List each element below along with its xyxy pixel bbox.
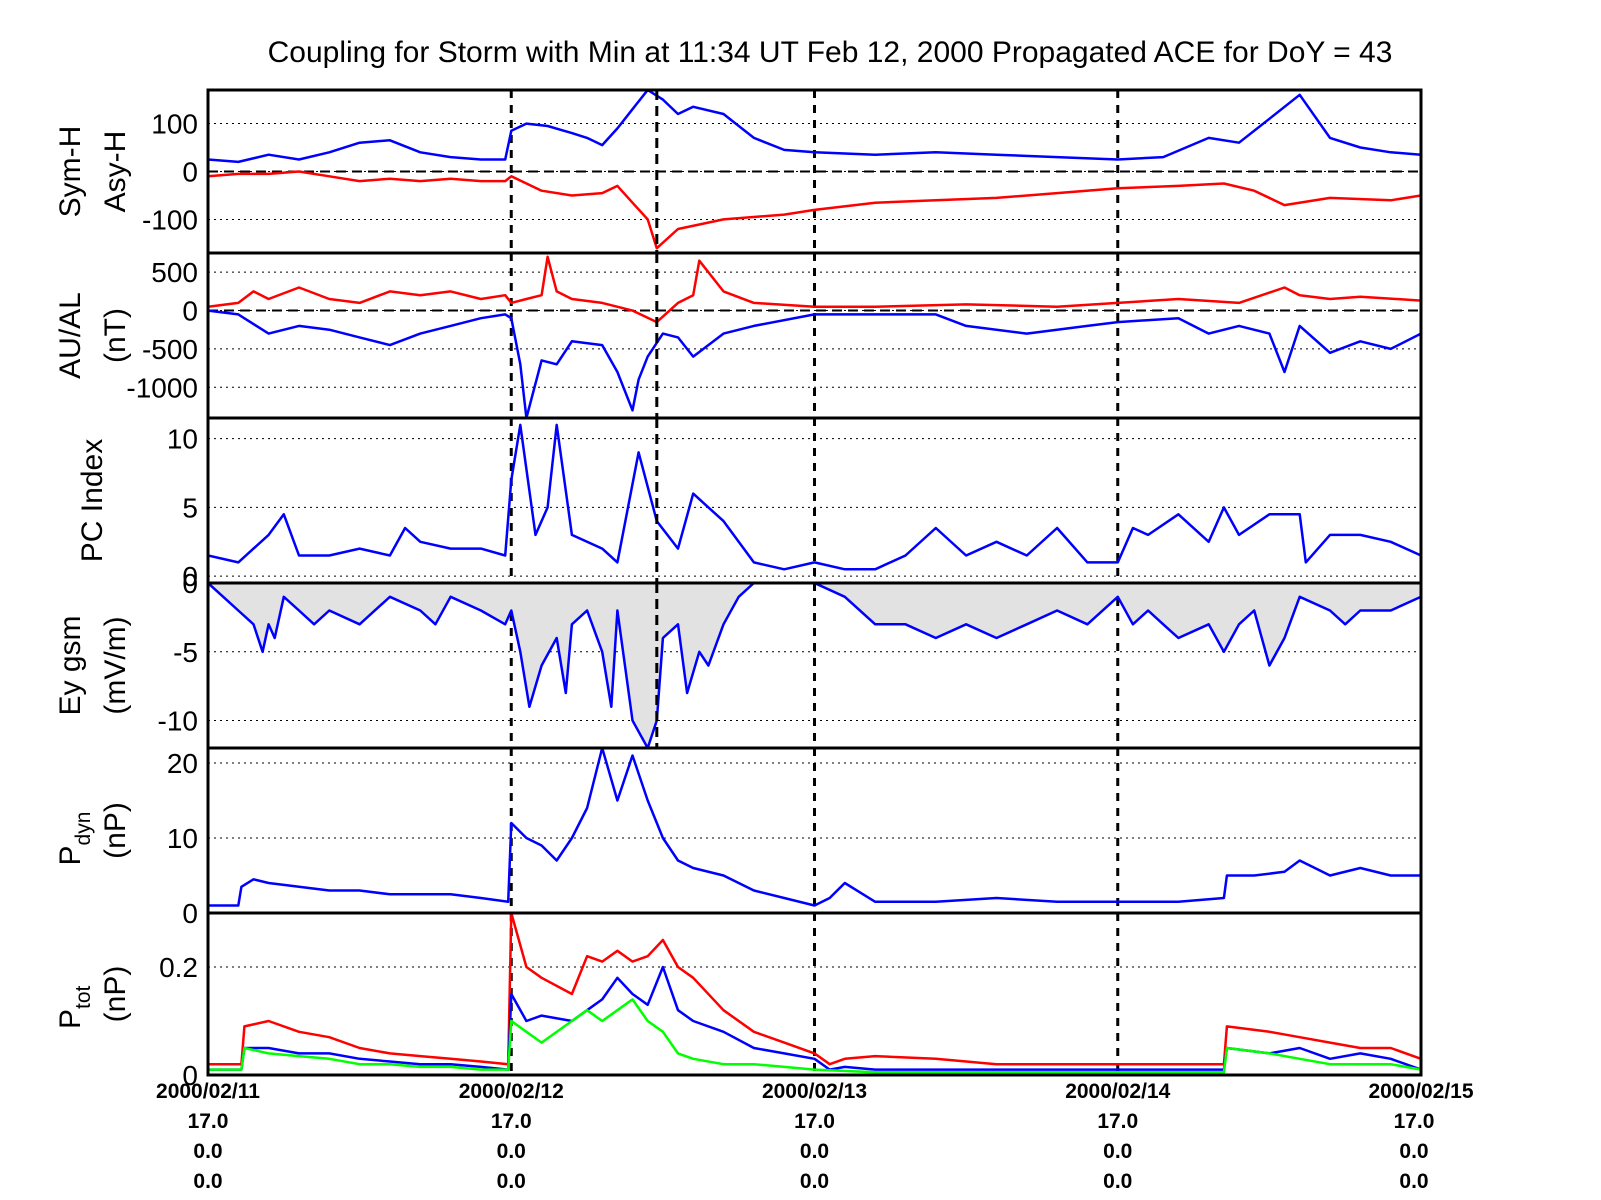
panel-pc: 10 5 0 PC Index [76, 416, 1423, 592]
x-tick-label: 0.0 [193, 1140, 222, 1163]
series-fill-ey [208, 583, 1421, 748]
x-tick-label: 17.0 [1097, 1110, 1138, 1133]
x-tick-label: 0.0 [1103, 1140, 1132, 1163]
x-tick-label: 0.0 [800, 1170, 829, 1193]
x-tick-label: 17.0 [188, 1110, 229, 1133]
y-tick-label: 5 [182, 492, 198, 523]
y-tick-label: 500 [151, 257, 198, 288]
y-axis-label-line2: (mV/m) [99, 616, 132, 714]
x-tick-date: 2000/02/15 [1368, 1080, 1473, 1103]
panel-pdyn: 20 10 0 Pdyn (nP) [54, 746, 1423, 929]
series-line-aual-0 [208, 255, 1421, 324]
y-tick-label: 0 [182, 1060, 198, 1091]
panel-ptot: 0.2 0 Ptot (nP) [54, 911, 1423, 1091]
y-axis-label: PC Index [76, 439, 109, 562]
series-line-pc-0 [208, 423, 1421, 571]
y-tick-label: -100 [142, 204, 198, 235]
series-line-symh-0 [208, 90, 1421, 164]
x-tick-date: 2000/02/13 [762, 1080, 867, 1103]
series-line-ptot-0 [208, 913, 1421, 1066]
x-tick-label: 0.0 [1399, 1170, 1428, 1193]
panel-frame [206, 911, 1423, 1077]
y-axis-label-line2: (nT) [99, 308, 132, 363]
y-tick-label: 10 [167, 823, 198, 854]
x-axis-labels: 2000/02/11 17.0 0.0 0.0 2000/02/12 17.0 0.0 0.0… [156, 1080, 1474, 1193]
x-tick-label: 17.0 [1394, 1110, 1435, 1133]
y-axis-unit: (nP) [99, 802, 132, 859]
y-tick-label: 0.2 [159, 952, 198, 983]
x-tick-label: 17.0 [491, 1110, 532, 1133]
y-axis-unit: (nP) [99, 966, 132, 1023]
series-line-pdyn-0 [208, 748, 1421, 907]
panel-aual: 500 0 -500 -1000 AU/AL (nT) [54, 251, 1423, 420]
series-line-ptot-2 [208, 998, 1421, 1074]
y-axis-label: Ey gsm [54, 615, 87, 715]
series-line-ey-0 [208, 583, 1421, 748]
panel-ey: 0 -5 -10 Ey gsm (mV/m) [54, 568, 1423, 750]
y-tick-label: 10 [167, 424, 198, 455]
series-line-ptot-1 [208, 965, 1421, 1071]
x-tick-label: 0.0 [193, 1170, 222, 1193]
x-tick-date: 2000/02/12 [459, 1080, 564, 1103]
y-tick-label: 100 [151, 109, 198, 140]
y-tick-label: -5 [173, 637, 198, 668]
x-tick-label: 0.0 [1103, 1170, 1132, 1193]
y-axis-label-line2: Asy-H [99, 131, 132, 213]
y-axis-label: Pdyn [54, 812, 95, 866]
panel-symh: 100 0 -100 Sym-H Asy-H [54, 88, 1423, 255]
y-tick-label: 20 [167, 748, 198, 779]
x-tick-date: 2000/02/11 [156, 1080, 260, 1103]
y-tick-label: 0 [182, 568, 198, 599]
x-tick-label: 0.0 [497, 1140, 526, 1163]
series-line-symh-1 [208, 170, 1421, 250]
y-axis-label: Sym-H [54, 126, 87, 218]
x-tick-label: 0.0 [800, 1140, 829, 1163]
y-tick-label: 0 [182, 898, 198, 929]
x-tick-label: 17.0 [794, 1110, 835, 1133]
series-line-aual-1 [208, 309, 1421, 418]
y-tick-label: -500 [142, 334, 198, 365]
y-tick-label: -10 [158, 706, 198, 737]
chart-title: Coupling for Storm with Min at 11:34 UT … [268, 36, 1393, 69]
y-tick-label: 0 [182, 296, 198, 327]
y-tick-label: -1000 [126, 372, 198, 403]
y-tick-label: 0 [182, 561, 198, 592]
x-tick-date: 2000/02/14 [1065, 1080, 1170, 1103]
x-tick-label: 0.0 [1399, 1140, 1428, 1163]
y-axis-label: AU/AL [54, 292, 87, 379]
y-axis-label: Ptot [54, 985, 95, 1029]
y-tick-label: 0 [182, 157, 198, 188]
x-tick-label: 0.0 [497, 1170, 526, 1193]
